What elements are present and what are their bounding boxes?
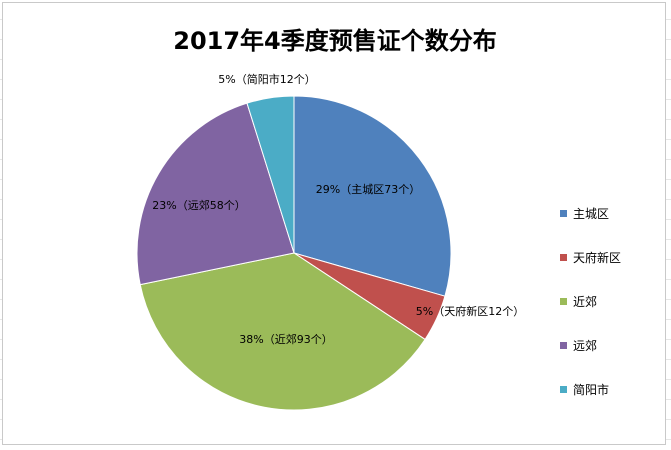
legend-label: 简阳市	[573, 382, 610, 397]
legend-item-4: 远郊	[560, 323, 660, 367]
data-label-5: 5%（简阳市12个）	[218, 72, 315, 86]
legend-item-2: 天府新区	[560, 235, 660, 279]
data-label-3: 38%（近郊93个）	[239, 333, 332, 346]
legend-label: 近郊	[573, 294, 598, 309]
legend-item-3: 近郊	[560, 279, 660, 323]
legend-swatch	[560, 253, 567, 261]
legend-swatch	[560, 341, 567, 349]
pie-slice-1[interactable]	[293, 95, 452, 297]
legend-swatch	[560, 385, 567, 393]
pie-slice-3[interactable]	[139, 252, 426, 411]
chart-legend: 主城区天府新区近郊远郊简阳市	[560, 191, 660, 411]
legend-item-5: 简阳市	[560, 367, 660, 411]
legend-label: 远郊	[573, 338, 598, 353]
data-label-2: 5%（天府新区12个）	[416, 304, 524, 318]
legend-item-1: 主城区	[560, 191, 660, 235]
data-label-1: 29%（主城区73个）	[316, 183, 420, 196]
chart-title: 2017年4季度预售证个数分布	[173, 27, 497, 55]
pie-slice-5[interactable]	[246, 95, 295, 254]
legend-label: 主城区	[573, 206, 610, 221]
legend-swatch	[560, 297, 567, 305]
legend-label: 天府新区	[573, 250, 622, 265]
chart-area[interactable]: 2017年4季度预售证个数分布 29%（主城区73个） 5%（天府新区12个） 38…	[2, 2, 666, 445]
data-label-4: 23%（远郊58个）	[152, 199, 245, 212]
pie-slice-4[interactable]	[136, 102, 295, 286]
legend-swatch	[560, 209, 567, 217]
pie-chart: 29%（主城区73个） 5%（天府新区12个） 38%（近郊93个） 23%（远郊58…	[136, 72, 524, 411]
